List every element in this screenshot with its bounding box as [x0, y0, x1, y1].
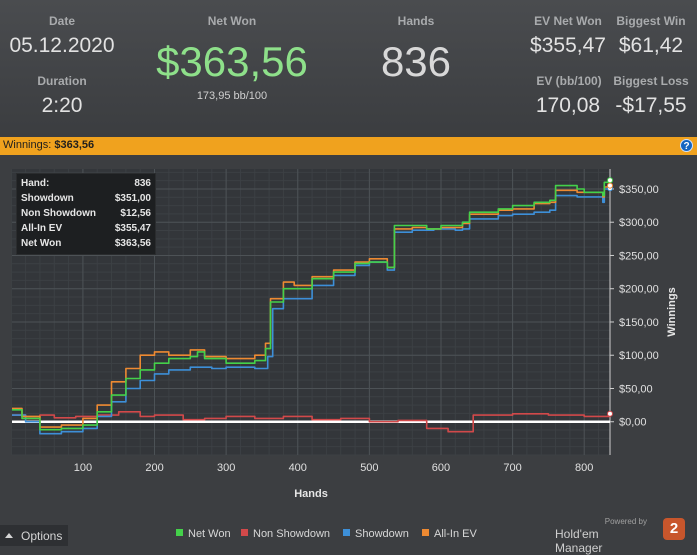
hover-tooltip: Hand: 836 Showdown $351,00 Non Showdown $12…: [16, 173, 156, 255]
series-end-point: [607, 177, 613, 184]
stats-panel: Date 05.12.2020 Duration 2:20 Net Won $3…: [0, 0, 697, 137]
series-line-all-in-ev: [12, 185, 611, 428]
legend-item-non-showdown[interactable]: Non Showdown: [241, 528, 330, 540]
y-tick-label: $0,00: [619, 417, 647, 429]
date-label: Date: [48, 14, 75, 28]
legend-label: All-In EV: [434, 528, 477, 540]
legend-item-allin-ev[interactable]: All-In EV: [422, 528, 477, 540]
tooltip-row-net-won: Net Won $363,56: [21, 238, 151, 253]
y-tick-label: $200,00: [619, 284, 659, 296]
tooltip-value: $12,56: [120, 208, 151, 219]
legend-swatch: [176, 529, 183, 536]
hm2-logo-icon: 2: [663, 518, 685, 540]
tooltip-value: 836: [134, 178, 151, 189]
y-tick-label: $350,00: [619, 184, 659, 196]
ev-netwon-label: EV Net Won: [534, 14, 602, 28]
series-line-showdown: [12, 188, 611, 435]
y-axis-title: Winnings: [666, 287, 678, 336]
x-tick-label: 400: [289, 462, 307, 474]
y-tick-label: $300,00: [619, 217, 659, 229]
legend-item-showdown[interactable]: Showdown: [343, 528, 409, 540]
legend-swatch: [422, 529, 429, 536]
hands-value: 836: [380, 38, 452, 85]
x-axis-title: Hands: [294, 488, 328, 500]
netwon-bb-per-100: 173,95 bb/100: [196, 90, 268, 102]
hands-label: Hands: [397, 14, 435, 28]
x-tick-label: 200: [145, 462, 163, 474]
y-tick-label: $150,00: [619, 317, 659, 329]
tooltip-key: All-In EV: [21, 223, 63, 234]
duration-label: Duration: [37, 74, 87, 88]
y-tick-label: $100,00: [619, 350, 659, 362]
winnings-value: $363,56: [54, 139, 95, 151]
series-end-point: [607, 410, 613, 417]
ev-bb-value: 170,08: [535, 94, 601, 117]
help-icon[interactable]: ?: [680, 139, 693, 152]
winnings-bar: Winnings: $363,56 ?: [0, 137, 697, 155]
ev-netwon-value: $355,47: [530, 34, 606, 57]
winnings-label: Winnings:: [3, 139, 52, 151]
brand-logo: Powered by Hold'em Manager 2: [555, 515, 685, 555]
legend-label: Net Won: [188, 528, 231, 540]
legend-swatch: [343, 529, 350, 536]
chevron-up-icon: [5, 533, 13, 538]
tooltip-value: $363,56: [114, 238, 151, 249]
duration-value: 2:20: [41, 94, 83, 117]
chart-svg[interactable]: 100 200 300 400 500 600 700 800 $0,00 $50,00 $100,…: [0, 155, 697, 525]
y-tick-label: $50,00: [619, 383, 653, 395]
tooltip-row-hand: Hand: 836: [21, 178, 151, 193]
powered-by-text: Powered by: [604, 517, 647, 526]
options-label: Options: [21, 529, 63, 543]
netwon-value: $363,56: [156, 38, 308, 85]
tooltip-row-non-showdown: Non Showdown $12,56: [21, 208, 151, 223]
biggest-loss-label: Biggest Loss: [613, 74, 689, 88]
y-tick-label: $250,00: [619, 250, 659, 262]
x-tick-label: 100: [74, 462, 92, 474]
date-value: 05.12.2020: [9, 34, 115, 57]
biggest-win-label: Biggest Win: [616, 14, 686, 28]
biggest-win-value: $61,42: [618, 34, 684, 57]
winnings-chart[interactable]: 100 200 300 400 500 600 700 800 $0,00 $50,00 $100,…: [0, 155, 697, 525]
legend-label: Showdown: [355, 528, 409, 540]
legend-item-net-won[interactable]: Net Won: [176, 528, 231, 540]
series-line-non-showdown: [12, 411, 611, 433]
brand-name: Hold'em Manager: [555, 527, 603, 555]
netwon-label: Net Won: [207, 14, 257, 28]
legend-swatch: [241, 529, 248, 536]
tooltip-value: $355,47: [114, 223, 151, 234]
series-end-point: [607, 182, 613, 189]
x-tick-label: 700: [503, 462, 521, 474]
ev-bb-label: EV (bb/100): [536, 74, 602, 88]
tooltip-value: $351,00: [114, 193, 151, 204]
x-tick-label: 800: [575, 462, 593, 474]
legend-label: Non Showdown: [253, 528, 331, 540]
options-button[interactable]: Options: [0, 525, 68, 546]
tooltip-row-showdown: Showdown $351,00: [21, 193, 151, 208]
x-tick-label: 300: [217, 462, 235, 474]
tooltip-key: Hand:: [21, 178, 50, 189]
tooltip-key: Showdown: [21, 193, 74, 204]
x-tick-label: 600: [432, 462, 450, 474]
tooltip-key: Non Showdown: [21, 208, 96, 219]
biggest-loss-value: -$17,55: [615, 94, 687, 117]
tooltip-row-allin-ev: All-In EV $355,47: [21, 223, 151, 238]
winnings-summary: Winnings: $363,56: [3, 139, 94, 151]
tooltip-key: Net Won: [21, 238, 62, 249]
x-tick-label: 500: [360, 462, 378, 474]
series-line-net-won: [12, 180, 611, 431]
